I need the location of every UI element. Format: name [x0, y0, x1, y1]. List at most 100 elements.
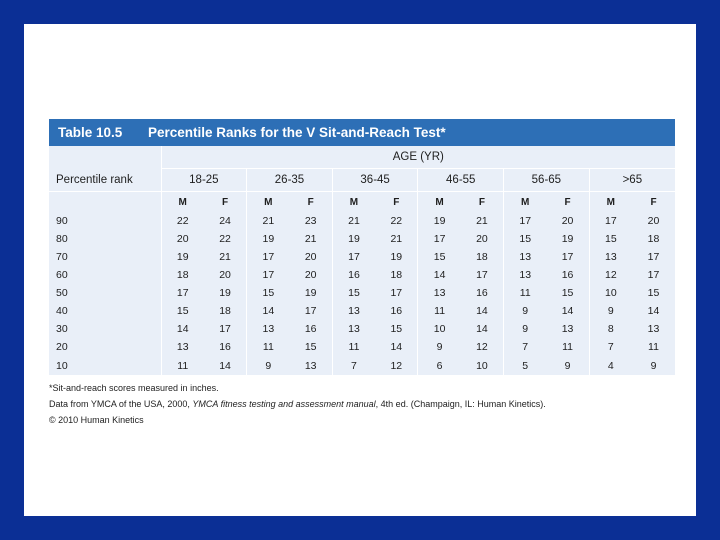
- score-cell: 11: [562, 341, 573, 353]
- score-cell: 17: [647, 269, 660, 281]
- score-cell: 20: [219, 269, 231, 281]
- table-row: 70 19 21 17 20 17 19 15 18 13 17 13 17: [49, 248, 675, 266]
- score-cell: 11: [417, 302, 461, 320]
- percentile-rank-cell: 50: [56, 287, 68, 299]
- score-cell: 8: [588, 320, 632, 338]
- score-cell: 15: [647, 287, 660, 299]
- score-cell: 13: [647, 323, 660, 335]
- score-cell: 21: [390, 233, 403, 245]
- female-header: F: [393, 196, 400, 208]
- score-cell: 13: [331, 320, 376, 338]
- score-cell: 17: [304, 305, 317, 317]
- score-cell: 10: [588, 284, 632, 302]
- score-cell: 17: [246, 266, 290, 284]
- score-cell: 15: [503, 230, 547, 248]
- score-cell: 20: [647, 215, 660, 227]
- age-group-header: 56-65: [503, 168, 590, 192]
- score-cell: 13: [331, 302, 376, 320]
- percentile-rank-cell: 20: [56, 341, 68, 353]
- percentile-table: AGE (YR) Percentile rank 18-25 26-35 36-45…: [49, 146, 675, 375]
- score-cell: 12: [476, 341, 488, 353]
- age-group-header: >65: [588, 168, 675, 192]
- table-row: 90 22 24 21 23 21 22 19 21 17 20 17 20: [49, 212, 675, 230]
- score-cell: 13: [503, 266, 547, 284]
- score-cell: 17: [647, 251, 660, 263]
- male-header: M: [331, 191, 376, 212]
- score-cell: 11: [160, 356, 204, 375]
- age-header: AGE (YR): [160, 146, 675, 169]
- table-row: 30 14 17 13 16 13 15 10 14 9 13 8 13: [49, 320, 675, 338]
- male-header: M: [417, 191, 461, 212]
- score-cell: 17: [331, 248, 376, 266]
- score-cell: 20: [304, 269, 317, 281]
- score-cell: 18: [476, 251, 488, 263]
- score-cell: 21: [331, 212, 376, 230]
- score-cell: 17: [503, 212, 547, 230]
- score-cell: 21: [304, 233, 317, 245]
- score-cell: 20: [476, 233, 488, 245]
- footnote: *Sit-and-reach scores measured in inches…: [49, 383, 219, 393]
- percentile-rank-cell: 70: [56, 251, 68, 263]
- score-cell: 15: [417, 248, 461, 266]
- score-cell: 13: [588, 248, 632, 266]
- score-cell: 14: [647, 305, 660, 317]
- score-cell: 14: [476, 305, 488, 317]
- score-cell: 16: [390, 305, 403, 317]
- score-cell: 9: [246, 356, 290, 375]
- score-cell: 14: [219, 359, 231, 372]
- score-cell: 19: [417, 212, 461, 230]
- age-group-header: 36-45: [331, 168, 418, 192]
- source-suffix: , 4th ed. (Champaign, IL: Human Kinetics…: [375, 399, 546, 409]
- score-cell: 21: [476, 215, 488, 227]
- score-cell: 13: [503, 248, 547, 266]
- score-cell: 15: [390, 323, 403, 335]
- score-cell: 21: [219, 251, 231, 263]
- score-cell: 9: [417, 338, 461, 356]
- table-title: Percentile Ranks for the V Sit-and-Reach…: [148, 125, 446, 140]
- score-cell: 14: [417, 266, 461, 284]
- score-cell: 4: [588, 356, 632, 375]
- score-cell: 19: [561, 233, 574, 245]
- empty-corner: [49, 146, 161, 169]
- score-cell: 13: [304, 359, 317, 372]
- score-cell: 18: [647, 233, 660, 245]
- score-cell: 11: [503, 284, 547, 302]
- score-cell: 19: [219, 287, 231, 299]
- female-header: F: [564, 196, 571, 208]
- score-cell: 16: [476, 287, 488, 299]
- age-group-header: 26-35: [246, 168, 333, 192]
- score-cell: 11: [331, 338, 376, 356]
- male-header: M: [588, 191, 632, 212]
- score-cell: 22: [219, 233, 231, 245]
- score-cell: 19: [246, 230, 290, 248]
- score-cell: 16: [331, 266, 376, 284]
- male-header: M: [246, 191, 290, 212]
- score-cell: 14: [390, 341, 403, 353]
- score-cell: 14: [246, 302, 290, 320]
- percentile-rank-cell: 30: [56, 323, 68, 335]
- score-cell: 20: [304, 251, 317, 263]
- score-cell: 12: [588, 266, 632, 284]
- female-header: F: [307, 196, 314, 208]
- score-cell: 17: [160, 284, 204, 302]
- percentile-rank-cell: 10: [56, 359, 68, 372]
- score-cell: 23: [304, 215, 317, 227]
- score-cell: 17: [417, 230, 461, 248]
- score-cell: 16: [561, 269, 574, 281]
- table-row: 10 11 14 9 13 7 12 6 10 5 9 4 9: [49, 356, 675, 375]
- score-cell: 10: [417, 320, 461, 338]
- score-cell: 17: [219, 323, 231, 335]
- table-row: 60 18 20 17 20 16 18 14 17 13 16 12 17: [49, 266, 675, 284]
- score-cell: 16: [304, 323, 317, 335]
- percentile-rank-cell: 90: [56, 215, 68, 227]
- table-row: 50 17 19 15 19 15 17 13 16 11 15 10 15: [49, 284, 675, 302]
- score-cell: 15: [304, 341, 317, 353]
- score-cell: 24: [219, 215, 231, 227]
- score-cell: 11: [246, 338, 290, 356]
- percentile-rank-header: Percentile rank: [49, 168, 162, 192]
- score-cell: 6: [417, 356, 461, 375]
- percentile-rank-cell: 80: [56, 233, 68, 245]
- score-cell: 19: [304, 287, 317, 299]
- score-cell: 13: [160, 338, 204, 356]
